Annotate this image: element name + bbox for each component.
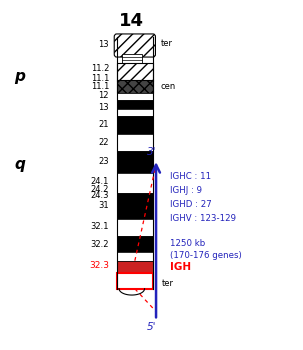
Bar <box>117 252 153 261</box>
Bar <box>117 63 153 80</box>
Text: IGH: IGH <box>170 262 191 272</box>
Bar <box>117 100 153 109</box>
Text: 11.2: 11.2 <box>91 64 109 73</box>
Text: 5': 5' <box>147 322 156 332</box>
Bar <box>117 193 153 219</box>
Text: 13: 13 <box>98 103 109 112</box>
Text: IGHJ : 9: IGHJ : 9 <box>170 186 202 195</box>
FancyBboxPatch shape <box>114 34 155 57</box>
Bar <box>122 54 142 63</box>
Text: 32.1: 32.1 <box>91 222 109 231</box>
Text: 31: 31 <box>98 201 109 210</box>
Text: 32.3: 32.3 <box>89 261 109 271</box>
Text: IGHV : 123-129: IGHV : 123-129 <box>170 214 236 223</box>
Text: 23: 23 <box>98 157 109 166</box>
Text: cen: cen <box>161 82 176 91</box>
Text: 1250 kb: 1250 kb <box>170 239 205 248</box>
Text: 22: 22 <box>98 138 109 147</box>
Bar <box>117 116 153 134</box>
Bar <box>117 261 153 273</box>
Text: 24.3: 24.3 <box>91 191 109 201</box>
Bar <box>117 150 153 173</box>
Bar <box>117 219 153 236</box>
Bar <box>117 109 153 116</box>
Bar <box>117 80 153 93</box>
Text: (170-176 genes): (170-176 genes) <box>170 251 241 260</box>
Text: 3': 3' <box>147 147 156 157</box>
Bar <box>117 173 153 193</box>
Text: 32.2: 32.2 <box>91 240 109 249</box>
Text: 24.1: 24.1 <box>91 177 109 187</box>
Text: 24.2: 24.2 <box>91 184 109 194</box>
Text: 11.1: 11.1 <box>91 82 109 91</box>
Text: p: p <box>14 70 25 84</box>
Text: ter: ter <box>161 39 173 48</box>
Text: 11.1: 11.1 <box>91 74 109 83</box>
Bar <box>117 93 153 100</box>
Text: IGHC : 11: IGHC : 11 <box>170 172 211 181</box>
Text: 14: 14 <box>119 12 144 30</box>
Bar <box>117 273 153 289</box>
Bar <box>117 134 153 150</box>
Text: q: q <box>14 157 25 172</box>
Text: 12: 12 <box>98 91 109 100</box>
Text: 13: 13 <box>98 40 109 49</box>
Text: IGHD : 27: IGHD : 27 <box>170 200 211 209</box>
Text: ter: ter <box>162 279 174 288</box>
Bar <box>117 236 153 252</box>
Text: 21: 21 <box>98 120 109 130</box>
